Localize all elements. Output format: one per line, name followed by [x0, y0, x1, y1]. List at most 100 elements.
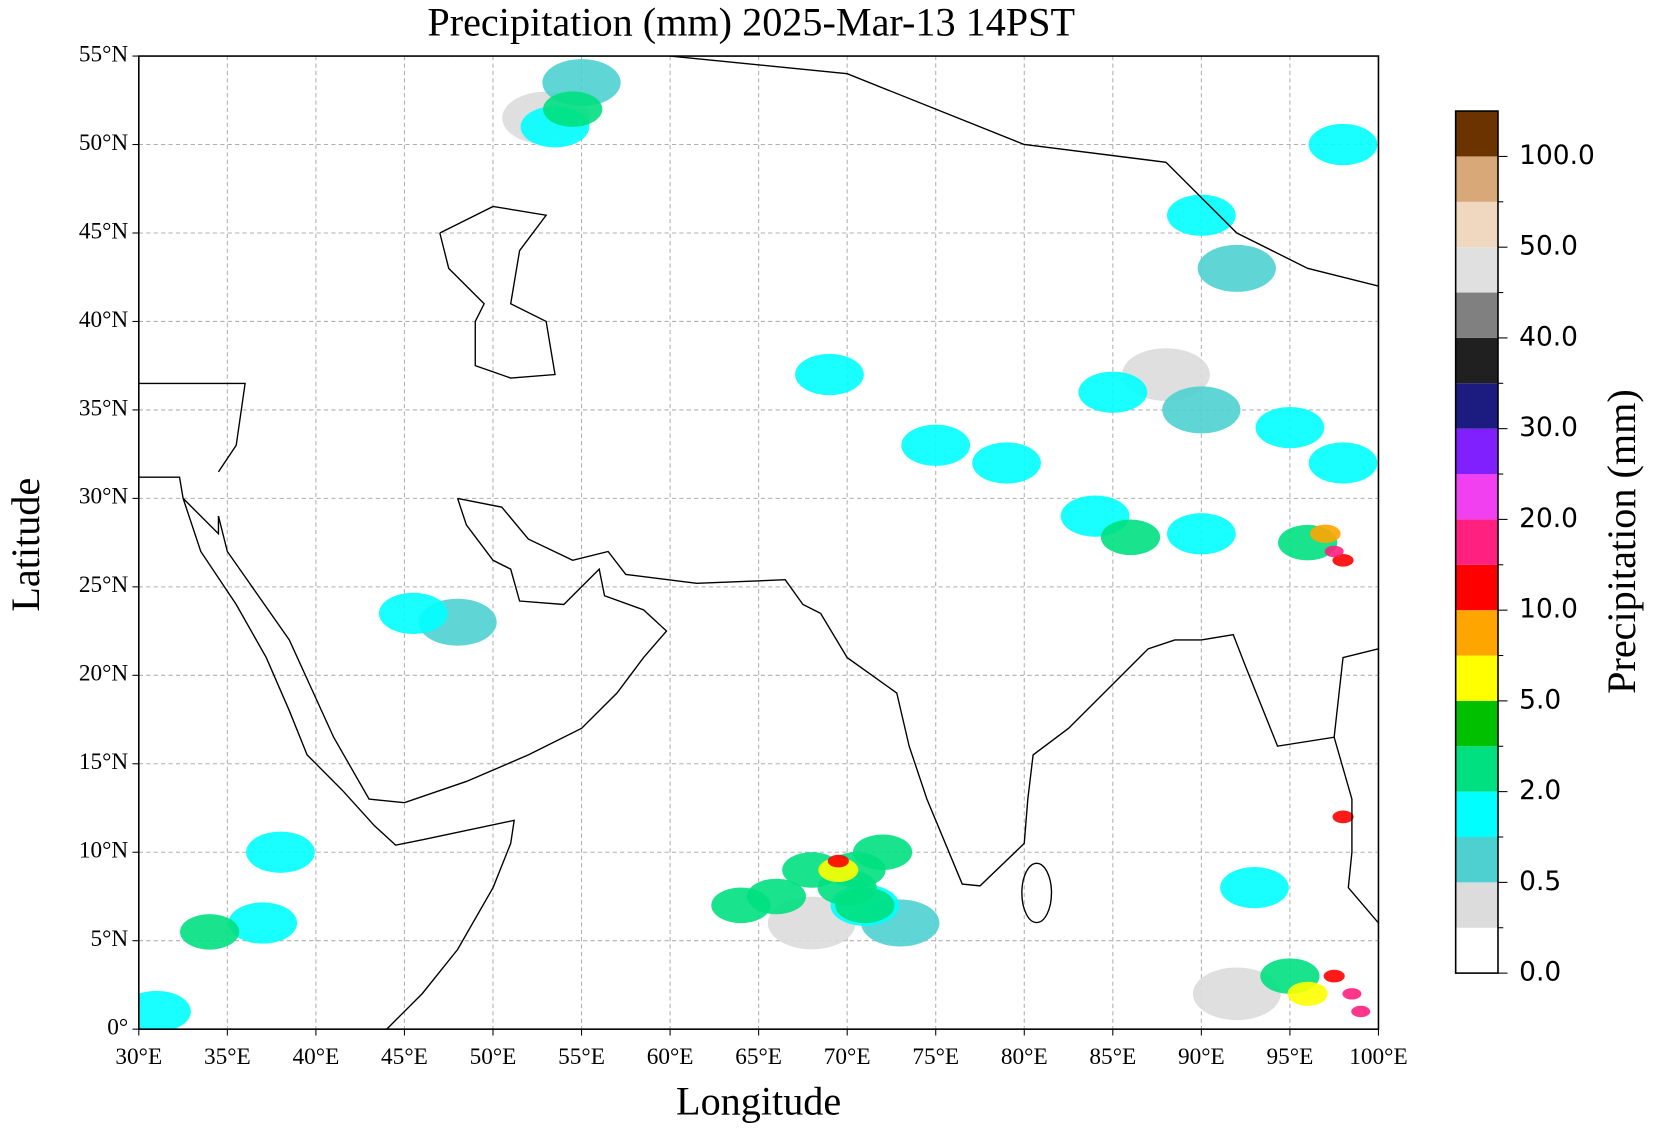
precip-cell — [138, 990, 191, 1030]
x-tick-label: 35°E — [204, 1044, 251, 1070]
y-tick-label: 30°N — [79, 484, 129, 510]
precip-cell — [1332, 553, 1354, 567]
coastline — [1333, 648, 1379, 738]
precip-cell — [1166, 194, 1236, 236]
precip-cell — [1287, 981, 1328, 1006]
precip-cell — [1162, 386, 1241, 434]
x-tick-label: 55°E — [558, 1044, 605, 1070]
colorbar-segment — [1455, 700, 1498, 747]
precip-cell — [1309, 524, 1341, 543]
y-axis-label: Latitude — [3, 478, 48, 612]
colorbar-tick-label: 0.0 — [1519, 957, 1561, 988]
y-tick-label: 0° — [107, 1015, 128, 1041]
x-tick-label: 70°E — [824, 1044, 871, 1070]
ticks: 30°E 35°E 40°E 45°E 50°E 55°E 60°E 65°E 70°E 75°E… — [79, 41, 1408, 1070]
precip-cell — [1324, 545, 1344, 558]
precipitation — [138, 59, 1378, 1030]
colorbar-segment — [1455, 111, 1498, 157]
precip-cell — [1166, 513, 1236, 555]
colorbar-segment — [1455, 292, 1498, 338]
colorbar-tick-label: 50.0 — [1519, 231, 1578, 262]
colorbar-segment — [1455, 836, 1498, 883]
colorbar-segment — [1455, 610, 1498, 656]
precip-cell — [1100, 519, 1161, 556]
y-tick-label: 25°N — [79, 572, 129, 598]
colorbar-segment — [1455, 383, 1498, 429]
precip-cell — [827, 854, 849, 868]
precip-cell — [180, 914, 240, 950]
colorbar-segment — [1455, 882, 1498, 928]
x-tick-label: 90°E — [1178, 1044, 1225, 1070]
x-tick-label: 50°E — [470, 1044, 517, 1070]
precip-cell — [711, 887, 771, 924]
coastline — [1021, 862, 1053, 924]
y-tick-label: 40°N — [79, 307, 129, 333]
y-tick-label: 45°N — [79, 218, 129, 244]
x-tick-label: 65°E — [735, 1044, 782, 1070]
y-tick-label: 20°N — [79, 661, 129, 687]
colorbar-segment — [1455, 927, 1498, 974]
y-tick-label: 35°N — [79, 395, 129, 421]
x-tick-label: 95°E — [1267, 1044, 1314, 1070]
precip-cell — [1332, 810, 1354, 824]
precip-cell — [378, 592, 448, 635]
colorbar-segment — [1455, 791, 1498, 837]
x-tick-label: 40°E — [293, 1044, 340, 1070]
colorbar-segment — [1455, 156, 1498, 202]
coastline — [439, 205, 556, 379]
colorbar-segment — [1455, 474, 1498, 520]
colorbar-tick-label: 10.0 — [1519, 594, 1578, 625]
x-axis-label: Longitude — [676, 1079, 841, 1124]
precip-cell — [228, 902, 298, 944]
precip-cell — [1308, 442, 1378, 484]
colorbar-tick-label: 30.0 — [1519, 412, 1578, 443]
colorbar-segment — [1455, 337, 1498, 384]
y-tick-label: 50°N — [79, 130, 129, 156]
colorbar-segment — [1455, 519, 1498, 565]
precip-cell — [901, 424, 971, 466]
coastline — [670, 56, 1379, 287]
colorbar-tick-label: 5.0 — [1519, 684, 1561, 715]
precip-cell — [818, 857, 859, 882]
colorbar-segment — [1455, 428, 1498, 475]
x-tick-label: 30°E — [115, 1044, 162, 1070]
colorbar-tick-label: 100.0 — [1519, 140, 1595, 171]
colorbar-segment — [1455, 247, 1498, 293]
coastline — [138, 476, 516, 1030]
x-tick-label: 85°E — [1089, 1044, 1136, 1070]
colorbar-segment — [1455, 746, 1498, 792]
colorbar-segment — [1455, 201, 1498, 248]
colorbar-segment — [1455, 564, 1498, 611]
colorbar-label: Precipitation (mm) — [1599, 389, 1644, 694]
precip-cell — [1197, 244, 1276, 292]
precip-cell — [795, 353, 864, 396]
precip-cell — [543, 91, 603, 127]
coastline — [457, 497, 821, 614]
precip-cell — [1323, 969, 1345, 983]
coastline — [182, 497, 220, 536]
colorbar-tick-label: 2.0 — [1519, 775, 1561, 806]
colorbar-tick-label: 0.5 — [1519, 866, 1561, 897]
precip-cell — [972, 442, 1041, 484]
colorbar-tick-label: 20.0 — [1519, 503, 1578, 534]
colorbar-segment — [1455, 655, 1498, 701]
x-tick-label: 60°E — [647, 1044, 694, 1070]
y-tick-label: 15°N — [79, 749, 129, 775]
x-tick-label: 100°E — [1349, 1044, 1407, 1070]
x-tick-label: 45°E — [381, 1044, 428, 1070]
precip-cell — [246, 831, 315, 873]
colorbar-frame — [1454, 110, 1499, 974]
y-tick-label: 5°N — [90, 926, 128, 952]
coastline — [217, 498, 668, 804]
precip-cell — [1351, 1005, 1371, 1018]
precip-cell — [1308, 123, 1378, 166]
coastlines — [138, 56, 1379, 1030]
y-tick-label: 55°N — [79, 41, 129, 67]
colorbar: 0.0 0.5 2.0 5.0 10.0 20.0 30.0 40.0 50.0 100.0 — [1454, 110, 1595, 988]
y-tick-label: 10°N — [79, 838, 129, 864]
precip-cell — [1342, 988, 1362, 1000]
precip-cell — [1220, 867, 1289, 909]
precip-cell — [835, 887, 895, 924]
chart-title: Precipitation (mm) 2025-Mar-13 14PST — [427, 0, 1075, 45]
